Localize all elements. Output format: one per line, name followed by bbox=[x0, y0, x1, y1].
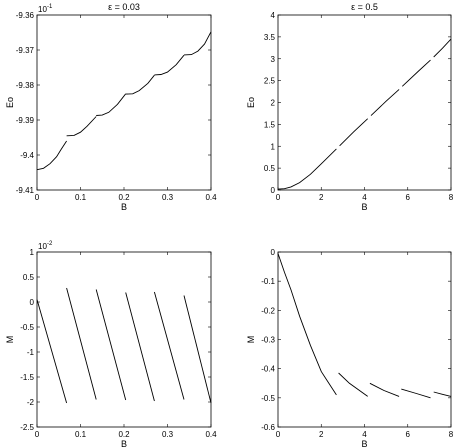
y-tick-label: -2 bbox=[27, 398, 35, 407]
y-tick-label: -0.5 bbox=[261, 394, 275, 403]
y-multiplier-exponent: -2 bbox=[47, 241, 53, 247]
y-tick-label: 1 bbox=[271, 142, 276, 151]
x-tick-label: 6 bbox=[406, 193, 411, 202]
y-tick-label: 2 bbox=[271, 99, 276, 108]
series-line-segment-2 bbox=[66, 116, 97, 137]
x-tick-label: 4 bbox=[362, 193, 367, 202]
chart-panel-1: 0 0.1 0.2 0.3 0.4 -9.41 -9.4 -9.39 -9.38 -9.37 -9.… bbox=[5, 2, 217, 212]
y-tick-label: -9.37 bbox=[16, 46, 35, 55]
y-axis-label: M bbox=[246, 336, 256, 344]
y-tick-label: -9.39 bbox=[16, 116, 35, 125]
series-line-segment-5 bbox=[153, 291, 185, 400]
x-tick-label: 0.2 bbox=[118, 430, 130, 439]
x-axis-label: B bbox=[121, 202, 127, 212]
series-line-segment-4 bbox=[125, 74, 155, 95]
chart-panel-4: 0 2 4 6 8 -0.6 -0.5 -0.4 -0.3 -0.2 -0.1 0 B M bbox=[246, 248, 454, 447]
y-tick-label: 1 bbox=[30, 248, 35, 257]
series-line-segment-5 bbox=[433, 391, 452, 397]
y-tick-label: 0 bbox=[30, 298, 35, 307]
y-tick-label: 0 bbox=[271, 186, 276, 195]
series-line-segment-1 bbox=[277, 148, 337, 190]
x-tick-label: 2 bbox=[319, 430, 324, 439]
y-tick-label: -0.4 bbox=[261, 365, 275, 374]
series-line-segment-4 bbox=[401, 59, 431, 87]
y-tick-label: -9.36 bbox=[16, 11, 35, 20]
y-tick-label: -0.3 bbox=[261, 336, 275, 345]
x-axis-label: B bbox=[121, 439, 127, 447]
y-multiplier-exponent: -1 bbox=[47, 4, 53, 10]
x-tick-label: 0.1 bbox=[75, 430, 87, 439]
y-axis-label: M bbox=[5, 336, 15, 344]
y-tick-label: -9.41 bbox=[16, 186, 35, 195]
x-tick-label: 0.3 bbox=[162, 430, 174, 439]
y-tick-label: 3 bbox=[271, 55, 276, 64]
y-tick-label: -0.1 bbox=[261, 277, 275, 286]
y-tick-label: -9.38 bbox=[16, 81, 35, 90]
y-axis-label: Eo bbox=[246, 97, 256, 108]
series-line-segment-6 bbox=[183, 295, 212, 404]
series-line-segment-2 bbox=[338, 372, 368, 397]
series-line-segment-1 bbox=[277, 253, 337, 396]
plot-frame bbox=[277, 14, 452, 191]
x-tick-label: 0 bbox=[276, 193, 281, 202]
y-tick-label: -0.2 bbox=[261, 306, 275, 315]
y-tick-label: 4 bbox=[271, 11, 276, 20]
x-tick-label: 8 bbox=[449, 430, 454, 439]
series-line-segment-5 bbox=[154, 54, 185, 76]
series-line-segment-3 bbox=[369, 382, 400, 397]
y-tick-label: 0 bbox=[271, 248, 276, 257]
series-line-segment-4 bbox=[401, 388, 431, 399]
y-tick-label: 3.5 bbox=[264, 33, 276, 42]
series-line-segment-1 bbox=[36, 299, 68, 404]
series-line-segment-1 bbox=[36, 140, 67, 171]
x-axis-label: B bbox=[361, 439, 367, 447]
x-tick-label: 0 bbox=[276, 430, 281, 439]
series-line-segment-3 bbox=[370, 89, 400, 116]
plot-frame bbox=[36, 14, 212, 191]
plot-title: ε = 0.03 bbox=[108, 2, 140, 12]
plot-frame bbox=[277, 251, 452, 428]
y-tick-label: 0.5 bbox=[23, 273, 35, 282]
x-axis-label: B bbox=[361, 202, 367, 212]
series-line-segment-6 bbox=[183, 31, 212, 56]
y-tick-label: 0.5 bbox=[264, 164, 276, 173]
series-line-segment-3 bbox=[96, 93, 127, 116]
y-tick-label: 1.5 bbox=[264, 120, 276, 129]
plot-frame bbox=[36, 251, 212, 428]
x-tick-label: 4 bbox=[362, 430, 367, 439]
y-tick-label: -9.4 bbox=[20, 151, 34, 160]
x-tick-label: 0.3 bbox=[162, 193, 174, 202]
y-tick-label: 2.5 bbox=[264, 77, 276, 86]
x-tick-label: 0.2 bbox=[118, 193, 130, 202]
y-multiplier-base: 10 bbox=[38, 242, 47, 251]
y-axis-label: Eo bbox=[5, 97, 15, 108]
y-tick-label: -0.6 bbox=[261, 423, 275, 432]
x-tick-label: 6 bbox=[406, 430, 411, 439]
x-tick-label: 2 bbox=[319, 193, 324, 202]
x-tick-label: 0.1 bbox=[75, 193, 87, 202]
x-tick-label: 0 bbox=[35, 430, 40, 439]
y-tick-label: -0.5 bbox=[20, 323, 34, 332]
series-line-segment-5 bbox=[433, 38, 452, 58]
x-tick-label: 0 bbox=[35, 193, 40, 202]
y-tick-label: -2.5 bbox=[20, 423, 34, 432]
series-line-segment-2 bbox=[66, 287, 97, 400]
series-line-segment-2 bbox=[339, 118, 369, 147]
y-tick-label: -1.5 bbox=[20, 373, 34, 382]
y-multiplier-base: 10 bbox=[38, 5, 47, 14]
plot-title: ε = 0.5 bbox=[351, 2, 378, 12]
series-line-segment-3 bbox=[95, 289, 127, 401]
x-tick-label: 8 bbox=[449, 193, 454, 202]
series-line-segment-4 bbox=[125, 292, 155, 402]
x-tick-label: 0.4 bbox=[205, 430, 217, 439]
y-tick-label: -1 bbox=[27, 348, 35, 357]
x-tick-label: 0.4 bbox=[205, 193, 217, 202]
